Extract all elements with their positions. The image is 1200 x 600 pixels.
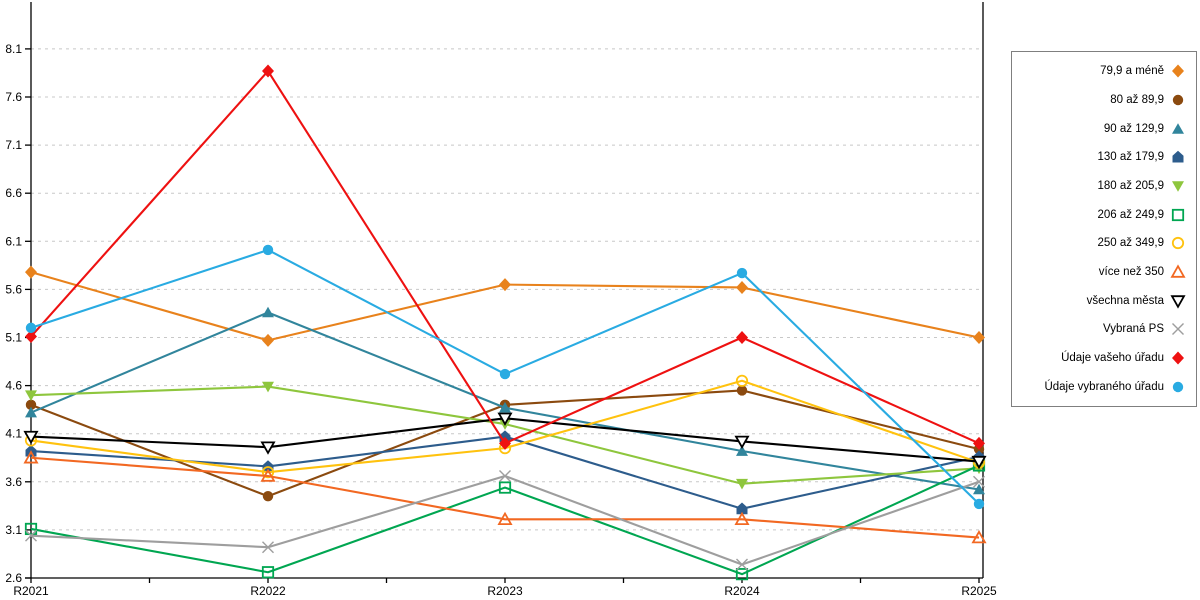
orange-diamond-icon (1170, 63, 1186, 79)
gray-x-icon (1170, 321, 1186, 337)
legend-label: Údaje vybraného úřadu (1044, 380, 1164, 393)
svg-text:R2025: R2025 (961, 584, 997, 598)
brown-circle-icon (1170, 92, 1186, 108)
legend-item: 130 až 179,9 (1012, 144, 1196, 171)
svg-text:R2023: R2023 (487, 584, 523, 598)
orange-triangle-icon (1170, 264, 1186, 280)
svg-text:6.1: 6.1 (5, 234, 22, 248)
svg-text:5.6: 5.6 (5, 282, 22, 296)
legend-item: Vybraná PS (1012, 316, 1196, 343)
legend-label: více než 350 (1098, 265, 1164, 278)
legend-item: všechna města (1012, 287, 1196, 314)
red-diamond-icon (1170, 350, 1186, 366)
legend-label: 80 až 89,9 (1110, 93, 1164, 106)
line-chart: 2.6 3.1 3.6 4.1 4.6 5.1 5.6 6.1 6.6 7.1 7.6 8.1 R202… (5, 2, 997, 598)
svg-text:7.6: 7.6 (5, 90, 22, 104)
legend-label: 180 až 205,9 (1097, 179, 1164, 192)
legend-item: 80 až 89,9 (1012, 86, 1196, 113)
black-triangle-down-icon (1170, 293, 1186, 309)
legend-item: 90 až 129,9 (1012, 115, 1196, 142)
navy-pentagon-icon (1170, 149, 1186, 165)
svg-text:4.6: 4.6 (5, 379, 22, 393)
svg-text:3.6: 3.6 (5, 475, 22, 489)
legend-item: 180 až 205,9 (1012, 172, 1196, 199)
green-triangle-down-icon (1170, 178, 1186, 194)
legend-label: Údaje vašeho úřadu (1061, 351, 1164, 364)
legend-label: všechna města (1086, 294, 1164, 307)
legend-box: 79,9 a méně 80 až 89,9 90 až 129,9 130 a… (1011, 51, 1197, 407)
svg-text:5.1: 5.1 (5, 331, 22, 345)
teal-triangle-icon (1170, 121, 1186, 137)
legend-item: více než 350 (1012, 258, 1196, 285)
yellow-circle-icon (1170, 235, 1186, 251)
legend-label: 250 až 349,9 (1097, 237, 1164, 250)
svg-text:7.1: 7.1 (5, 138, 22, 152)
svg-text:R2021: R2021 (13, 584, 49, 598)
blue-circle-icon (1170, 379, 1186, 395)
legend-item: 79,9 a méně (1012, 58, 1196, 85)
green-square-icon (1170, 207, 1186, 223)
legend-label: Vybraná PS (1103, 323, 1164, 336)
svg-text:R2024: R2024 (724, 584, 760, 598)
legend-item: Údaje vašeho úřadu (1012, 344, 1196, 371)
legend-item: 206 až 249,9 (1012, 201, 1196, 228)
svg-text:6.6: 6.6 (5, 186, 22, 200)
legend-label: 90 až 129,9 (1103, 122, 1164, 135)
svg-text:3.1: 3.1 (5, 523, 22, 537)
svg-text:2.6: 2.6 (5, 571, 22, 585)
legend-item: Údaje vybraného úřadu (1012, 373, 1196, 400)
svg-text:R2022: R2022 (250, 584, 286, 598)
legend-label: 206 až 249,9 (1097, 208, 1164, 221)
svg-text:4.1: 4.1 (5, 427, 22, 441)
legend-label: 130 až 179,9 (1097, 151, 1164, 164)
legend-item: 250 až 349,9 (1012, 230, 1196, 257)
legend-label: 79,9 a méně (1100, 65, 1164, 78)
svg-text:8.1: 8.1 (5, 42, 22, 56)
